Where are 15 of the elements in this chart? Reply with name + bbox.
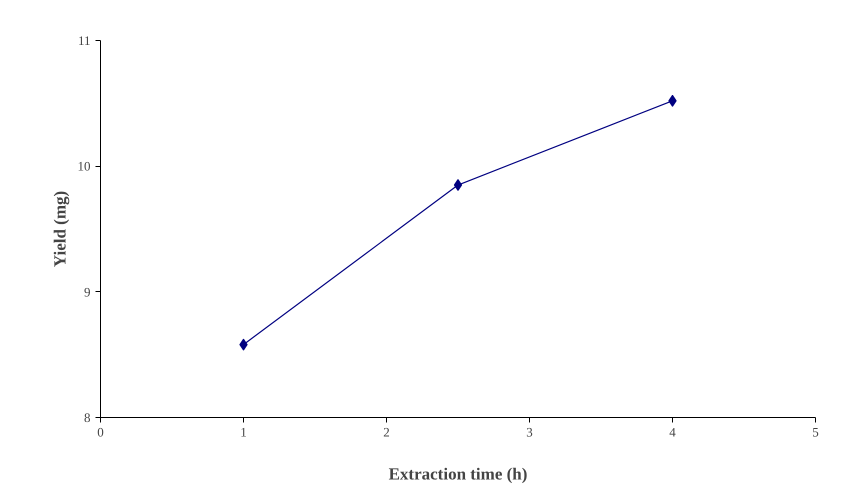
x-tick-label: 4 — [669, 424, 676, 440]
y-axis-title: Yield (mg) — [50, 190, 70, 268]
x-tick-label: 1 — [240, 424, 247, 440]
y-tick-label: 9 — [84, 284, 90, 300]
y-tick-label: 10 — [78, 158, 90, 174]
x-axis-title: Extraction time (h) — [388, 464, 528, 484]
x-tick-label: 3 — [526, 424, 533, 440]
y-tick-label: 8 — [84, 410, 90, 425]
x-tick-label: 0 — [97, 424, 104, 440]
point — [668, 94, 677, 107]
x-tick-label: 5 — [812, 424, 819, 440]
y-tick-label: 11 — [78, 33, 91, 48]
point — [454, 179, 462, 192]
x-tick-label: 2 — [383, 424, 390, 440]
point — [239, 338, 248, 351]
